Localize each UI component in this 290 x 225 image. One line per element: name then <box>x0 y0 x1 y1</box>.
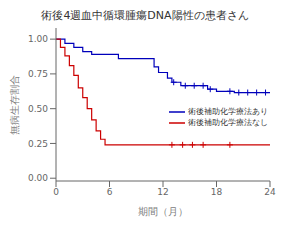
svg-text:期間（月）: 期間（月） <box>138 206 188 217</box>
html-text:術後補助化学療法あり: 術後補助化学療法あり <box>188 107 268 116</box>
html-text:術後4週血中循環腫瘍DNA陽性の患者さん: 術後4週血中循環腫瘍DNA陽性の患者さん <box>41 9 249 22</box>
html-text:術後補助化学療法なし: 術後補助化学療法なし <box>188 118 268 127</box>
svg-text:無病生存割合: 無病生存割合 <box>9 75 20 135</box>
svg-text:0.50: 0.50 <box>28 104 48 114</box>
svg-text:6: 6 <box>107 187 113 197</box>
svg-text:0.00: 0.00 <box>28 173 48 183</box>
svg-text:1.00: 1.00 <box>28 34 48 44</box>
svg-text:24: 24 <box>264 187 276 197</box>
svg-text:0.75: 0.75 <box>28 69 48 79</box>
svg-text:0.25: 0.25 <box>28 139 48 149</box>
svg-text:0: 0 <box>53 187 59 197</box>
svg-text:12: 12 <box>157 187 168 197</box>
svg-text:18: 18 <box>211 187 223 197</box>
